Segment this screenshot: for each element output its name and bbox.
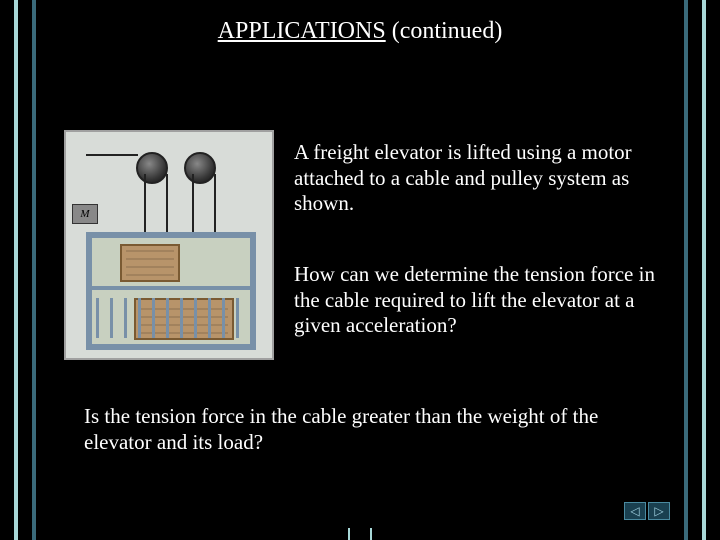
pulley-left-icon <box>136 152 168 184</box>
cable-to-motor <box>86 154 138 156</box>
body-paragraph-2: How can we determine the tension force i… <box>294 262 664 339</box>
cable <box>166 174 168 232</box>
cable <box>192 174 194 232</box>
pulley-right-icon <box>184 152 216 184</box>
cable <box>214 174 216 232</box>
pulley-assembly <box>66 144 272 194</box>
body-paragraph-1: A freight elevator is lifted using a mot… <box>294 140 654 217</box>
frame-decoration <box>348 528 372 540</box>
title-underlined: APPLICATIONS <box>218 18 386 44</box>
slide-title: APPLICATIONS (continued) <box>0 18 720 45</box>
cable <box>144 174 146 232</box>
prev-slide-button[interactable]: ◁ <box>624 502 646 520</box>
title-rest: (continued) <box>386 18 503 44</box>
crate-icon <box>120 244 180 282</box>
body-paragraph-3: Is the tension force in the cable greate… <box>84 404 644 455</box>
elevator-rails <box>96 298 246 338</box>
elevator-cage <box>86 232 256 350</box>
motor-label: M <box>72 204 98 224</box>
next-slide-button[interactable]: ▷ <box>648 502 670 520</box>
elevator-figure: M <box>64 130 274 360</box>
slide-nav: ◁ ▷ <box>624 502 670 520</box>
